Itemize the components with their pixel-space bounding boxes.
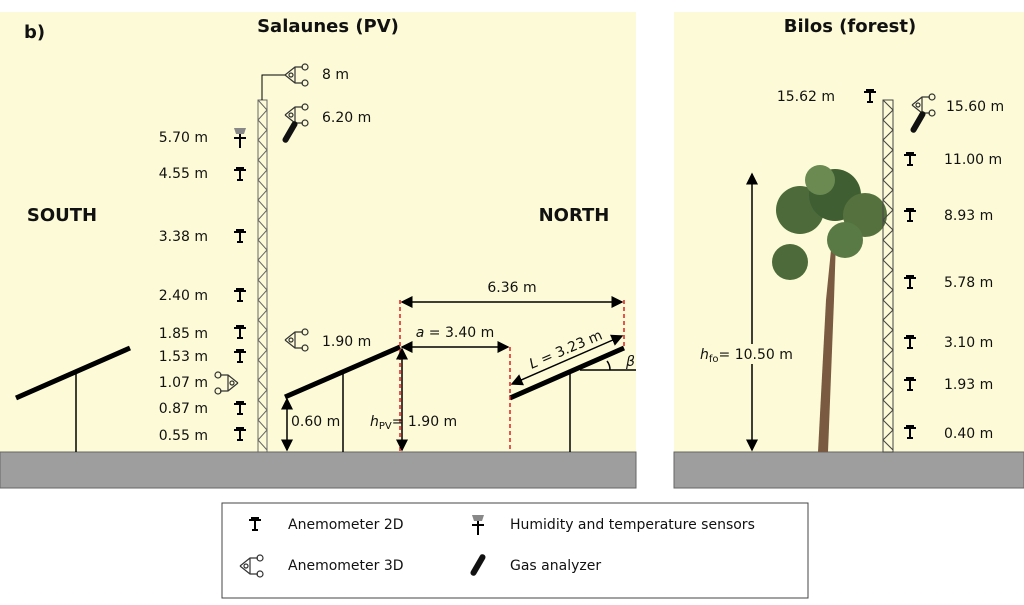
- panel-label: b): [24, 22, 45, 43]
- height-label: 3.38 m: [159, 229, 208, 245]
- symbol: h: [700, 347, 709, 363]
- label-bg: [700, 344, 800, 364]
- subscript: PV: [379, 421, 392, 432]
- pv-panel-bg: [0, 12, 636, 488]
- span-label: 6.36 m: [487, 280, 536, 296]
- height-label: 8 m: [322, 67, 349, 83]
- height-label: 1.85 m: [159, 326, 208, 342]
- value: = 1.90 m: [392, 414, 457, 430]
- symbol: h: [370, 414, 379, 430]
- height-label: 11.00 m: [944, 152, 1002, 168]
- height-label: 15.60 m: [946, 99, 1004, 115]
- legend-entry: Humidity and temperature sensors: [510, 517, 755, 533]
- height-label: 6.20 m: [322, 110, 371, 126]
- pv-panels: [14, 296, 636, 452]
- direction: NORTH: [539, 205, 610, 226]
- legend-box: [221, 502, 809, 599]
- pv-mast: [257, 74, 285, 453]
- subscript: fo: [709, 354, 719, 365]
- height-label: 2.40 m: [159, 288, 208, 304]
- site-title: Bilos (forest): [784, 16, 916, 37]
- forest-height-labels: 15.62 m 15.60 m 11.00 m 8.93 m 5.78 m 3.…: [777, 89, 1004, 442]
- height-label: 5.70 m: [159, 130, 208, 146]
- height-label: 15.62 m: [777, 89, 835, 105]
- value: = 3.40 m: [429, 325, 494, 341]
- height-label: 0.55 m: [159, 428, 208, 444]
- ground: [673, 451, 1024, 489]
- height-label: 1.07 m: [159, 375, 208, 391]
- height-label: 1.93 m: [944, 377, 993, 393]
- legend-entry: Anemometer 3D: [288, 558, 404, 574]
- site-title: Salaunes (PV): [257, 16, 399, 37]
- gap-label: a = 3.40 m: [416, 325, 495, 341]
- value: = 10.50 m: [719, 347, 793, 363]
- tree-height-label: hfo= 10.50 m: [700, 347, 793, 365]
- tree: [772, 165, 887, 452]
- tilt-label: β: [625, 354, 635, 370]
- low-edge-label: 0.60 m: [291, 414, 340, 430]
- height-label: 1.90 m: [322, 334, 371, 350]
- height-label: 0.87 m: [159, 401, 208, 417]
- height-label: 4.55 m: [159, 166, 208, 182]
- height-label: 3.10 m: [944, 335, 993, 351]
- height-label: 5.78 m: [944, 275, 993, 291]
- legend-entry: Gas analyzer: [510, 558, 601, 574]
- height-label: 8.93 m: [944, 208, 993, 224]
- ground: [0, 451, 637, 489]
- forest-mast: [882, 99, 894, 453]
- height-label: 0.40 m: [944, 426, 993, 442]
- height-label: 1.53 m: [159, 349, 208, 365]
- panel-height-label: hPV= 1.90 m: [370, 414, 457, 432]
- direction: SOUTH: [27, 205, 97, 226]
- pv-height-labels: 8 m 6.20 m 5.70 m 4.55 m 3.38 m 2.40 m 1…: [159, 67, 372, 444]
- legend-entry: Anemometer 2D: [288, 517, 404, 533]
- symbol: a: [416, 325, 425, 341]
